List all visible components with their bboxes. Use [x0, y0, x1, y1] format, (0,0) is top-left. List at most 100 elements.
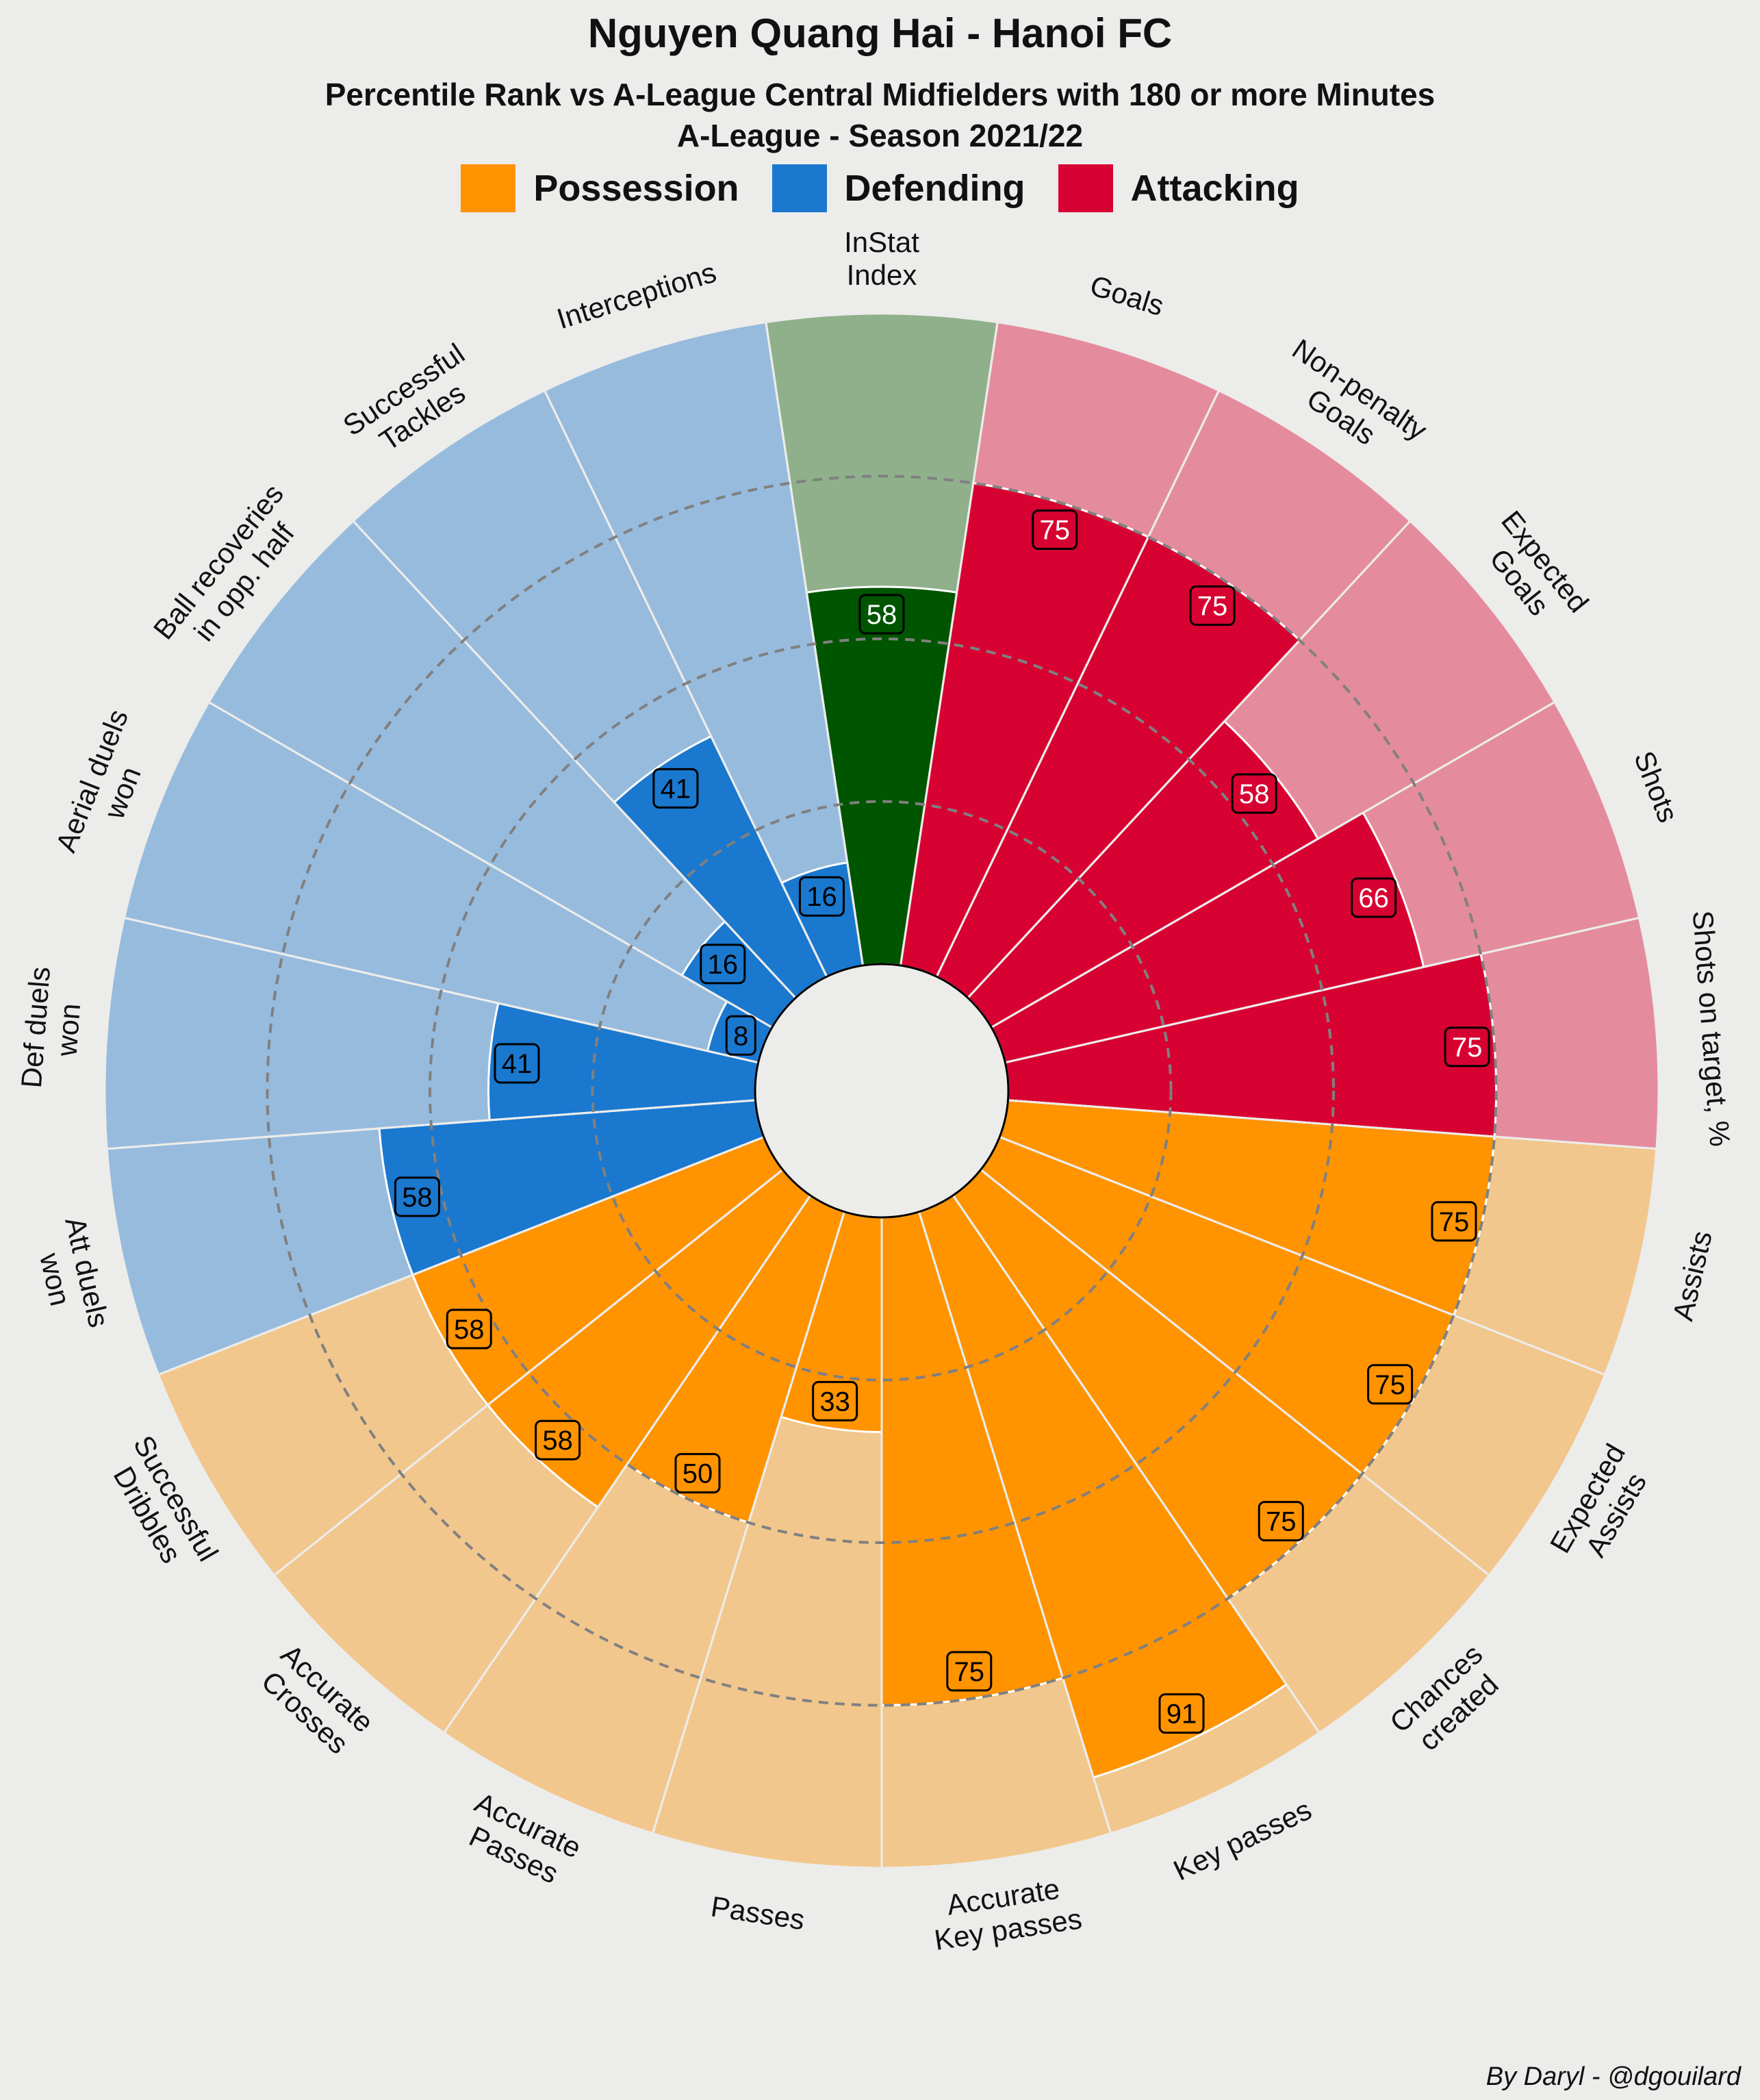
legend: Possession Defending Attacking — [0, 164, 1760, 212]
category-label-text-16: Def duelswon — [15, 965, 89, 1091]
value-label-16: 41 — [494, 1043, 540, 1084]
value-label-box-17 — [725, 1015, 756, 1056]
legend-label-defending: Defending — [844, 168, 1025, 209]
legend-swatch-attacking — [1058, 164, 1113, 212]
value-label-text-5: 75 — [1452, 1033, 1483, 1063]
gridline-75 — [266, 475, 1498, 1707]
category-label-line: Assists — [1666, 1228, 1718, 1324]
value-label-box-3 — [1231, 773, 1277, 814]
value-label-0: 58 — [858, 594, 905, 635]
legend-swatch-possession — [461, 164, 516, 212]
value-label-box-12 — [674, 1453, 721, 1494]
legend-item-defending: Defending — [771, 164, 1025, 212]
value-label-box-2 — [1189, 585, 1236, 627]
category-label-line: Passes — [709, 1890, 806, 1936]
category-label-0: InStat Index — [844, 226, 919, 291]
value-label-text-2: 75 — [1197, 592, 1228, 622]
category-label-15: Att duelswon — [27, 1214, 116, 1337]
value-label-17: 8 — [725, 1015, 756, 1056]
category-label-text-1: Goals — [1086, 269, 1168, 322]
value-label-6: 75 — [1431, 1201, 1477, 1242]
category-label-4: Shots — [1628, 746, 1685, 826]
value-label-text-3: 58 — [1239, 779, 1270, 809]
gridline-50 — [429, 637, 1335, 1544]
category-label-line: Key passes — [1169, 1793, 1316, 1887]
separator-1 — [900, 322, 999, 966]
value-label-12: 50 — [674, 1453, 721, 1494]
category-label-line: Interceptions — [553, 256, 720, 336]
value-label-text-18: 16 — [708, 950, 739, 980]
category-label-line: Goals — [1086, 269, 1168, 322]
value-label-20: 16 — [798, 876, 845, 917]
value-label-19: 41 — [652, 768, 699, 809]
value-label-box-13 — [535, 1419, 581, 1460]
value-label-box-0 — [858, 594, 905, 635]
value-label-text-14: 58 — [454, 1315, 485, 1345]
category-label-text-4: Shots — [1628, 746, 1685, 826]
value-label-5: 75 — [1444, 1026, 1490, 1067]
value-label-14: 58 — [446, 1308, 492, 1350]
value-label-box-18 — [700, 944, 746, 985]
value-label-box-10 — [946, 1651, 993, 1692]
value-label-3: 58 — [1231, 773, 1277, 814]
chart-title: Nguyen Quang Hai - Hanoi FC — [587, 10, 1173, 56]
value-label-box-11 — [812, 1380, 858, 1421]
value-label-text-10: 75 — [954, 1657, 985, 1687]
category-label-text-11: Passes — [709, 1890, 806, 1936]
value-label-box-15 — [394, 1176, 440, 1217]
category-label-16: Def duelswon — [15, 965, 89, 1091]
category-label-9: Key passes — [1169, 1793, 1316, 1887]
legend-item-attacking: Attacking — [1058, 164, 1299, 212]
value-label-box-16 — [494, 1043, 540, 1084]
category-label-line: Def duels — [15, 965, 56, 1089]
value-label-text-12: 50 — [683, 1459, 713, 1489]
value-label-text-0: 58 — [867, 600, 897, 630]
category-label-text-10: AccurateKey passes — [928, 1870, 1084, 1956]
value-label-text-13: 58 — [542, 1426, 573, 1456]
separator-5 — [1005, 916, 1640, 1064]
gridline-25 — [591, 800, 1173, 1382]
legend-item-possession: Possession — [461, 164, 739, 212]
value-label-box-8 — [1258, 1501, 1304, 1542]
value-label-text-16: 41 — [502, 1049, 533, 1079]
value-label-4: 66 — [1351, 877, 1397, 918]
value-label-10: 75 — [946, 1651, 993, 1692]
value-label-box-6 — [1431, 1201, 1477, 1242]
category-label-line: Shots on target, % — [1687, 909, 1737, 1148]
value-label-text-6: 75 — [1439, 1207, 1470, 1237]
value-label-9: 91 — [1158, 1693, 1205, 1734]
value-label-box-19 — [652, 768, 699, 809]
category-label-line: Shots — [1628, 746, 1685, 826]
separator-9 — [952, 1195, 1321, 1734]
value-label-15: 58 — [394, 1176, 440, 1217]
value-label-2: 75 — [1189, 585, 1236, 627]
legend-label-attacking: Attacking — [1130, 168, 1299, 209]
legend-swatch-defending — [771, 164, 827, 212]
value-label-box-4 — [1351, 877, 1397, 918]
value-label-text-8: 75 — [1266, 1507, 1297, 1537]
chart-subtitle: Percentile Rank vs A-League Central Midf… — [0, 74, 1760, 156]
value-label-18: 16 — [700, 944, 746, 985]
separator-14 — [273, 1169, 784, 1576]
separator-2 — [935, 390, 1220, 977]
value-label-11: 33 — [812, 1380, 858, 1421]
category-label-1: Goals — [1086, 269, 1168, 322]
author-credit: By Daryl - @dgouilard — [1485, 2062, 1741, 2091]
value-label-7: 75 — [1367, 1364, 1414, 1405]
separator-13 — [443, 1195, 812, 1734]
category-label-11: Passes — [709, 1890, 806, 1936]
value-label-13: 58 — [535, 1419, 581, 1460]
category-label-text-0: InStat Index — [844, 226, 919, 291]
category-label-5: Shots on target, % — [1687, 909, 1737, 1148]
legend-label-possession: Possession — [533, 168, 739, 209]
category-label-20: Interceptions — [553, 256, 720, 336]
subtitle-line-1: Percentile Rank vs A-League Central Midf… — [324, 77, 1436, 112]
value-label-text-4: 66 — [1358, 883, 1389, 913]
value-label-text-9: 91 — [1166, 1699, 1197, 1730]
category-label-text-15: Att duelswon — [27, 1214, 115, 1337]
category-label-text-9: Key passes — [1169, 1793, 1316, 1887]
value-label-box-9 — [1158, 1693, 1205, 1734]
value-label-box-1 — [1032, 509, 1078, 551]
value-label-8: 75 — [1258, 1501, 1304, 1542]
